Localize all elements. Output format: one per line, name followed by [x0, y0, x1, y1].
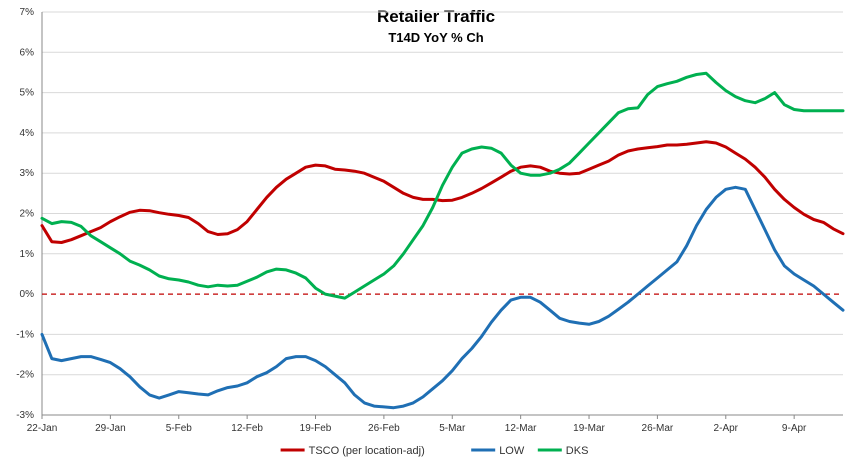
x-tick-label: 19-Feb [300, 423, 332, 434]
y-tick-label: 3% [20, 168, 35, 179]
series-line-dks [40, 71, 845, 300]
x-tick-label: 5-Mar [439, 423, 466, 434]
y-tick-label: 5% [20, 88, 35, 99]
y-tick-label: 0% [20, 289, 35, 300]
series-lines [40, 71, 845, 410]
series-line-tsco [40, 140, 845, 244]
y-tick-label: -1% [16, 329, 34, 340]
x-tick-label: 5-Feb [166, 423, 193, 434]
x-tick-label: 12-Feb [231, 423, 263, 434]
x-tick-label: 26-Mar [642, 423, 674, 434]
x-tick-label: 9-Apr [782, 423, 807, 434]
y-tick-label: -3% [16, 410, 34, 421]
axes: -3% -2% -1% 0% 1% 2% 3% 4% 5% 6% 7% 22-Jan 29-Jan 5-F… [16, 7, 843, 434]
y-tick-label: 7% [20, 7, 35, 18]
x-tick-label: 19-Mar [573, 423, 605, 434]
x-tick-label: 26-Feb [368, 423, 400, 434]
legend-item-low: LOW [471, 445, 525, 457]
legend-label: TSCO (per location-adj) [309, 445, 425, 457]
y-tick-label: 6% [20, 47, 35, 58]
chart-title: Retailer Traffic [377, 7, 495, 26]
series-line-low [40, 185, 845, 410]
x-tick-label: 12-Mar [505, 423, 537, 434]
x-tick-label: 22-Jan [27, 423, 58, 434]
legend-label: DKS [566, 445, 589, 457]
chart-subtitle: T14D YoY % Ch [388, 30, 483, 45]
legend-label: LOW [499, 445, 525, 457]
x-tick-label: 29-Jan [95, 423, 126, 434]
y-tick-label: 1% [20, 249, 35, 260]
legend-item-dks: DKS [537, 445, 589, 457]
y-tick-label: -2% [16, 370, 34, 381]
y-tick-label: 4% [20, 128, 35, 139]
x-tick-label: 2-Apr [714, 423, 739, 434]
legend-item-tsco: TSCO (per location-adj) [280, 445, 425, 457]
y-tick-label: 2% [20, 209, 35, 220]
legend: TSCO (per location-adj) LOW DKS [280, 445, 589, 457]
gridlines [42, 11, 843, 416]
